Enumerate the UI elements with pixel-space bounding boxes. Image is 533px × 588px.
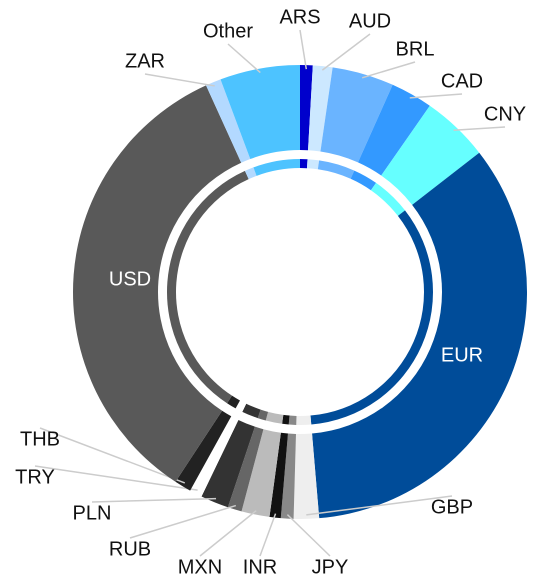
- leader-line: [306, 495, 453, 516]
- slice: [206, 79, 251, 163]
- inner-slice: [300, 159, 308, 169]
- inner-slice: [253, 159, 300, 176]
- slice: [175, 410, 232, 491]
- leader-line: [299, 29, 308, 70]
- slice-label: INR: [243, 556, 277, 578]
- slice: [190, 416, 239, 497]
- leader-line: [321, 33, 371, 71]
- slice-label: JPY: [312, 556, 349, 578]
- slice: [220, 65, 300, 159]
- slice: [357, 84, 430, 176]
- slice-label: ZAR: [125, 50, 165, 72]
- leader-line: [227, 43, 261, 74]
- leader-line: [129, 504, 237, 539]
- slice: [227, 426, 264, 512]
- slice-label: GBP: [431, 496, 473, 518]
- inner-slice: [296, 415, 312, 425]
- inner-slice: [257, 409, 269, 421]
- inner-slice: [166, 170, 249, 404]
- slice: [280, 433, 296, 519]
- slice: [73, 85, 242, 482]
- inner-slice: [350, 170, 377, 191]
- slice: [269, 432, 288, 519]
- leader-line: [409, 93, 463, 99]
- inner-slice: [370, 182, 406, 216]
- leader-line: [453, 126, 506, 132]
- slice: [201, 419, 255, 508]
- inner-slice: [288, 415, 297, 425]
- slice-label: PLN: [73, 502, 112, 524]
- slice: [312, 152, 527, 519]
- slice: [241, 429, 281, 517]
- slice: [293, 433, 320, 519]
- leader-line: [286, 514, 331, 557]
- slice: [320, 67, 393, 163]
- slice-label: CAD: [441, 70, 483, 92]
- inner-slice: [244, 167, 257, 180]
- leader-line: [34, 465, 198, 491]
- slice-label: MXN: [178, 556, 222, 578]
- slice: [308, 65, 333, 152]
- inner-slice: [310, 210, 434, 425]
- slice-label: RUB: [109, 538, 151, 560]
- inner-slice: [235, 400, 247, 412]
- slice-label: ARS: [279, 6, 320, 28]
- leader-line: [39, 427, 186, 484]
- slice-label: AUD: [349, 10, 391, 32]
- leader-line: [144, 73, 215, 87]
- inner-slice: [282, 414, 290, 425]
- slice-label: TRY: [15, 466, 55, 488]
- slice-label: USD: [109, 268, 151, 290]
- inner-slice: [317, 160, 355, 179]
- inner-slice: [307, 159, 320, 170]
- slice-label: CNY: [484, 103, 526, 125]
- leader-line: [361, 61, 416, 79]
- inner-slice: [227, 395, 240, 409]
- leader-line: [259, 513, 277, 557]
- slice-label: BRL: [396, 38, 435, 60]
- inner-slice: [242, 403, 261, 419]
- slice: [300, 65, 313, 151]
- leader-line: [199, 510, 257, 557]
- slice-label: EUR: [441, 344, 483, 366]
- inner-slice: [265, 411, 284, 424]
- slice-label: THB: [20, 428, 60, 450]
- leader-line: [91, 497, 217, 503]
- slice-label: Other: [203, 20, 253, 42]
